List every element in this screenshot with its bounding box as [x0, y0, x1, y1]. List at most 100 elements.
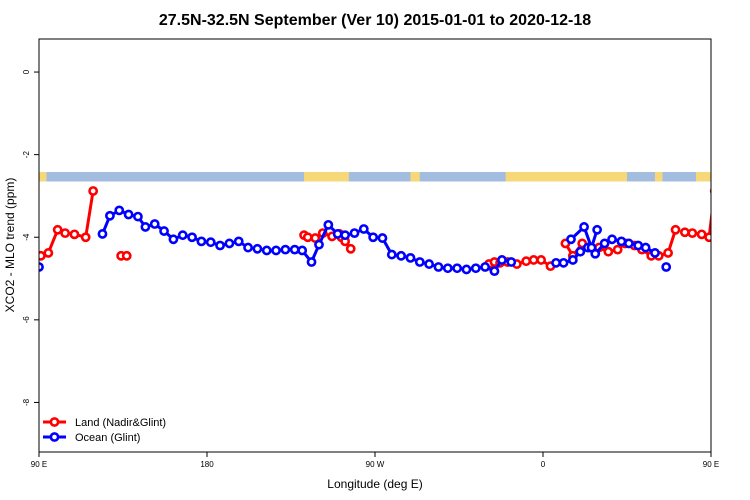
- data-point: [224, 238, 235, 249]
- band-land-segment: [304, 171, 349, 182]
- data-point: [39, 250, 46, 261]
- data-point: [340, 230, 351, 241]
- data-point: [168, 234, 179, 245]
- data-point: [323, 219, 334, 230]
- data-point: [616, 236, 627, 247]
- data-point: [377, 233, 388, 243]
- series-line: [724, 210, 750, 248]
- data-point: [386, 249, 397, 260]
- data-point: [271, 245, 281, 256]
- data-point: [314, 239, 324, 250]
- data-point: [358, 224, 369, 234]
- series-layer: [39, 186, 750, 277]
- data-point: [105, 210, 115, 221]
- data-point: [603, 246, 614, 257]
- data-point: [528, 255, 539, 265]
- y-tick-label: -4: [22, 233, 31, 241]
- data-point: [663, 248, 673, 258]
- y-tick-label: -2: [22, 151, 31, 159]
- data-point: [592, 224, 603, 235]
- data-point: [123, 209, 134, 220]
- data-point: [414, 257, 425, 267]
- x-axis: 90 E 180 90 W 0 90 E: [31, 452, 719, 469]
- y-axis: 0 -2 -4 -6 -8: [22, 69, 39, 406]
- y-tick-label: 0: [22, 69, 31, 74]
- data-point: [80, 232, 91, 243]
- data-point: [52, 224, 63, 235]
- data-point: [612, 244, 623, 255]
- data-point: [607, 234, 617, 245]
- legend-label: Ocean (Glint): [75, 432, 140, 444]
- series-ocean: [39, 205, 750, 277]
- band-land-segment: [655, 171, 663, 182]
- data-point: [739, 252, 746, 259]
- band-land-segment: [696, 171, 711, 182]
- data-point: [737, 207, 744, 214]
- y-axis-label: XCO2 - MLO trend (ppm): [3, 178, 17, 313]
- data-point: [177, 230, 188, 241]
- data-point: [97, 229, 108, 239]
- data-point: [536, 255, 547, 265]
- data-point: [60, 228, 71, 239]
- plot-frame: [38, 38, 712, 453]
- data-point: [497, 255, 507, 265]
- data-point: [558, 257, 569, 268]
- data-point: [368, 232, 379, 243]
- data-point: [306, 257, 317, 267]
- data-point: [396, 250, 407, 261]
- series-line: [569, 225, 599, 250]
- data-point: [187, 232, 197, 243]
- data-point: [442, 263, 453, 274]
- data-point: [586, 242, 597, 253]
- data-point: [196, 236, 207, 247]
- x-tick-label: 180: [200, 460, 214, 469]
- data-point: [345, 243, 356, 254]
- data-point: [140, 222, 151, 232]
- data-point: [215, 240, 225, 251]
- data-point: [679, 227, 690, 238]
- data-point: [633, 240, 644, 251]
- data-point: [521, 256, 532, 267]
- band-land-segment: [410, 171, 420, 182]
- data-point: [575, 246, 586, 257]
- x-tick-label: 90 E: [703, 460, 719, 469]
- data-point: [88, 186, 99, 196]
- data-point: [670, 224, 681, 235]
- data-point: [489, 266, 500, 277]
- band-land-segment: [505, 171, 627, 182]
- data-point: [280, 244, 291, 255]
- data-point: [297, 245, 308, 256]
- data-point: [159, 226, 169, 236]
- data-point: [661, 262, 672, 272]
- data-point: [205, 237, 216, 248]
- legend-label: Land (Nadir&Glint): [75, 417, 166, 429]
- data-point: [599, 238, 610, 249]
- data-point: [704, 232, 711, 243]
- data-point: [747, 211, 750, 218]
- data-point: [405, 252, 416, 263]
- data-point: [720, 230, 727, 237]
- data-point: [687, 228, 698, 239]
- x-tick-label: 0: [541, 460, 546, 469]
- band-ocean-segment: [39, 171, 711, 182]
- data-point: [69, 229, 80, 240]
- data-point: [121, 250, 132, 261]
- surface-band: [39, 171, 711, 182]
- data-point: [261, 245, 272, 256]
- data-point: [349, 228, 360, 239]
- legend: Land (Nadir&Glint) Ocean (Glint): [43, 417, 166, 444]
- data-point: [252, 243, 263, 254]
- data-point: [567, 255, 578, 265]
- data-point: [133, 211, 143, 222]
- y-tick-label: -8: [22, 398, 31, 406]
- data-point: [424, 259, 435, 269]
- data-point: [332, 229, 343, 239]
- data-point: [114, 205, 125, 216]
- data-point: [433, 262, 444, 272]
- data-point: [461, 264, 472, 275]
- legend-marker: [49, 432, 60, 442]
- data-point: [747, 252, 750, 259]
- data-point: [623, 238, 634, 249]
- data-point: [302, 232, 313, 243]
